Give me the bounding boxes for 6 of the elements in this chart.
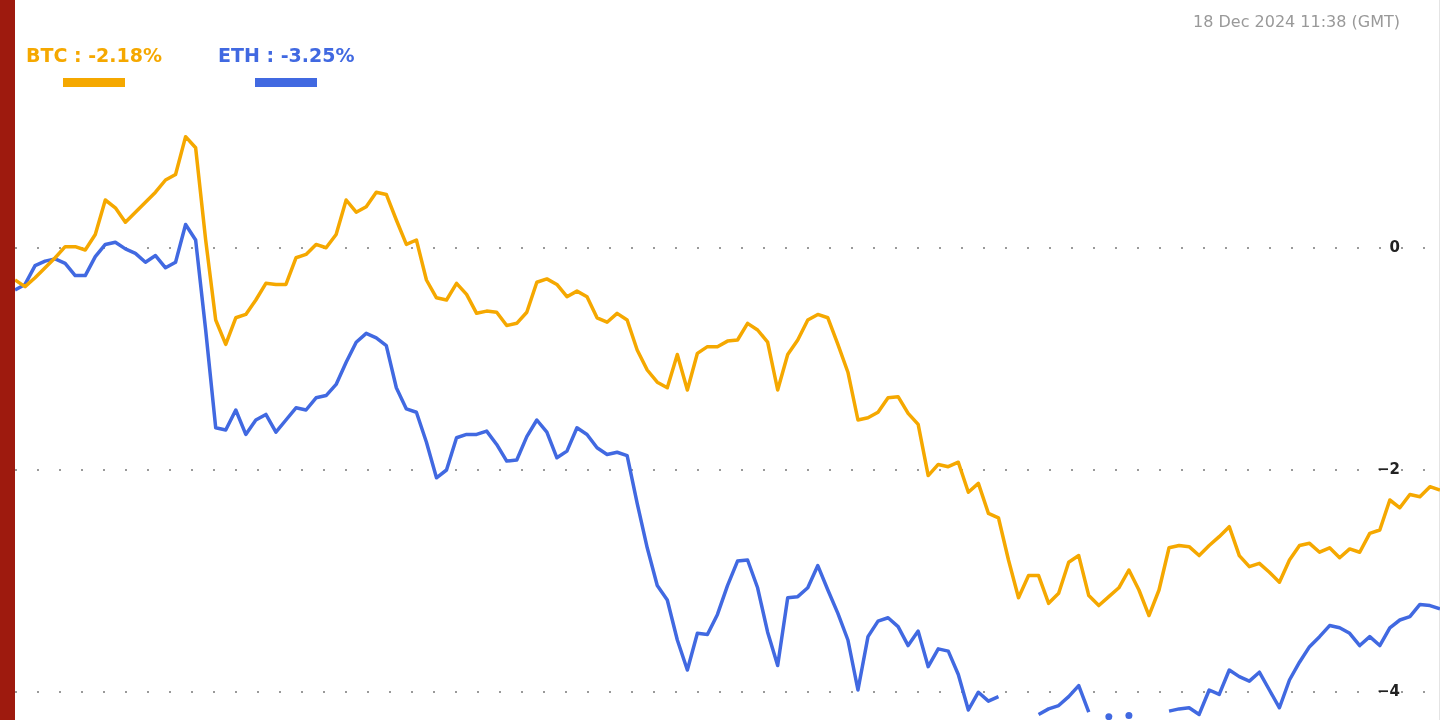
y-tick-label: −2 bbox=[1376, 459, 1400, 478]
text: 18 Dec 2024 11:38 (GMT) bbox=[1193, 12, 1400, 31]
y-tick-label: −4 bbox=[1376, 682, 1400, 701]
text: BTC : -2.18% bbox=[26, 44, 163, 66]
text: ETH : -3.25% bbox=[218, 44, 355, 66]
y-tick-label: 0 bbox=[1389, 237, 1400, 256]
